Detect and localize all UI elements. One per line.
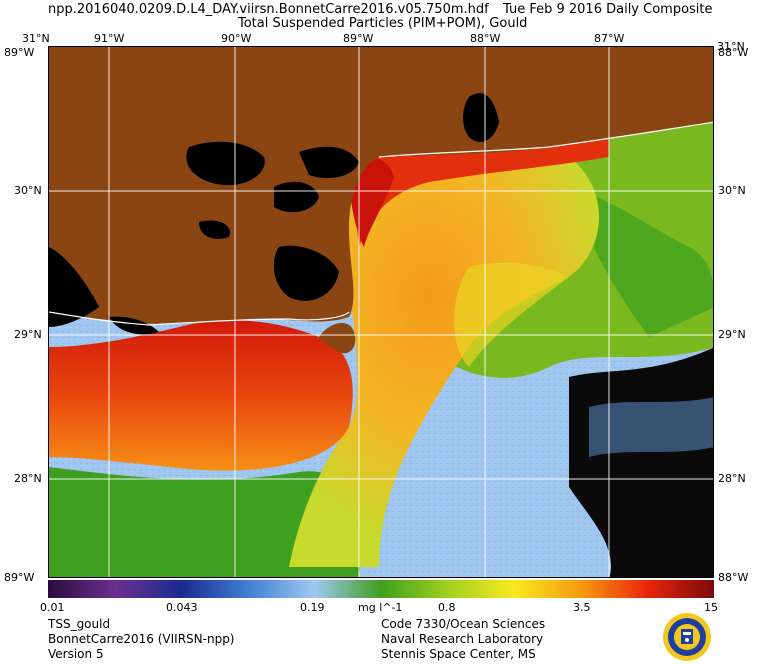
colorbar-tick-5: 15 [704, 601, 718, 614]
lakes-and-marsh [49, 93, 499, 335]
file-name-title: npp.2016040.0209.D.L4_DAY.viirsn.BonnetC… [48, 2, 489, 17]
corner-lon-top-left: 89°W [4, 46, 35, 59]
colorbar-tick-0: 0.01 [40, 601, 65, 614]
turbid-coastal-strip [349, 158, 394, 247]
composite-date: Tue Feb 9 2016 Daily Composite [503, 2, 713, 17]
colorbar-tick-4: 3.5 [573, 601, 591, 614]
lon-label-88w: 88°W [470, 32, 501, 45]
green-shelf-band [49, 467, 362, 577]
yellow-plume-edge [454, 262, 569, 367]
product-title: Total Suspended Particles (PIM+POM), Gou… [238, 16, 528, 31]
org-name: Naval Research Laboratory [381, 632, 544, 646]
corner-lon-bottom-right: 88°W [718, 571, 749, 584]
lat-label-top-left: 31°N [22, 32, 50, 45]
corner-lon-top-right: 88°W [718, 46, 749, 59]
corner-lon-bottom-left: 89°W [4, 571, 35, 584]
ocean-east-streaks [589, 397, 713, 457]
colorbar [48, 580, 714, 598]
tss-map [48, 46, 714, 578]
lon-label-91w: 91°W [94, 32, 125, 45]
coastline [49, 121, 713, 326]
lon-label-90w: 90°W [221, 32, 252, 45]
colorbar-tick-3: 0.8 [438, 601, 456, 614]
product-name: TSS_gould [48, 617, 111, 631]
turbid-shelf-west [49, 320, 353, 471]
org-code: Code 7330/Ocean Sciences [381, 617, 546, 631]
turbid-shelf-east [349, 137, 609, 247]
lat-label-29n-right: 29°N [718, 328, 746, 341]
dataset-name: BonnetCarre2016 (VIIRSN-npp) [48, 632, 235, 646]
version: Version 5 [48, 647, 104, 661]
lat-label-30n-left: 30°N [14, 184, 42, 197]
org-location: Stennis Space Center, MS [381, 647, 536, 661]
lat-label-29n-left: 29°N [14, 328, 42, 341]
lon-label-87w: 87°W [594, 32, 625, 45]
lat-label-28n-left: 28°N [14, 472, 42, 485]
orange-plume [289, 153, 599, 568]
lat-label-28n-right: 28°N [718, 472, 746, 485]
colorbar-unit: mg l^-1 [358, 601, 403, 614]
colorbar-tick-1: 0.043 [166, 601, 198, 614]
nrl-seal-logo [663, 613, 711, 661]
land-mass [49, 47, 713, 325]
lon-label-89w: 89°W [343, 32, 374, 45]
lat-label-top-right: 31°N [717, 40, 745, 53]
colorbar-tick-2: 0.19 [300, 601, 325, 614]
green-lobes [569, 187, 713, 337]
lat-label-30n-right: 30°N [718, 184, 746, 197]
mississippi-delta [319, 322, 356, 354]
graticule [49, 47, 713, 577]
